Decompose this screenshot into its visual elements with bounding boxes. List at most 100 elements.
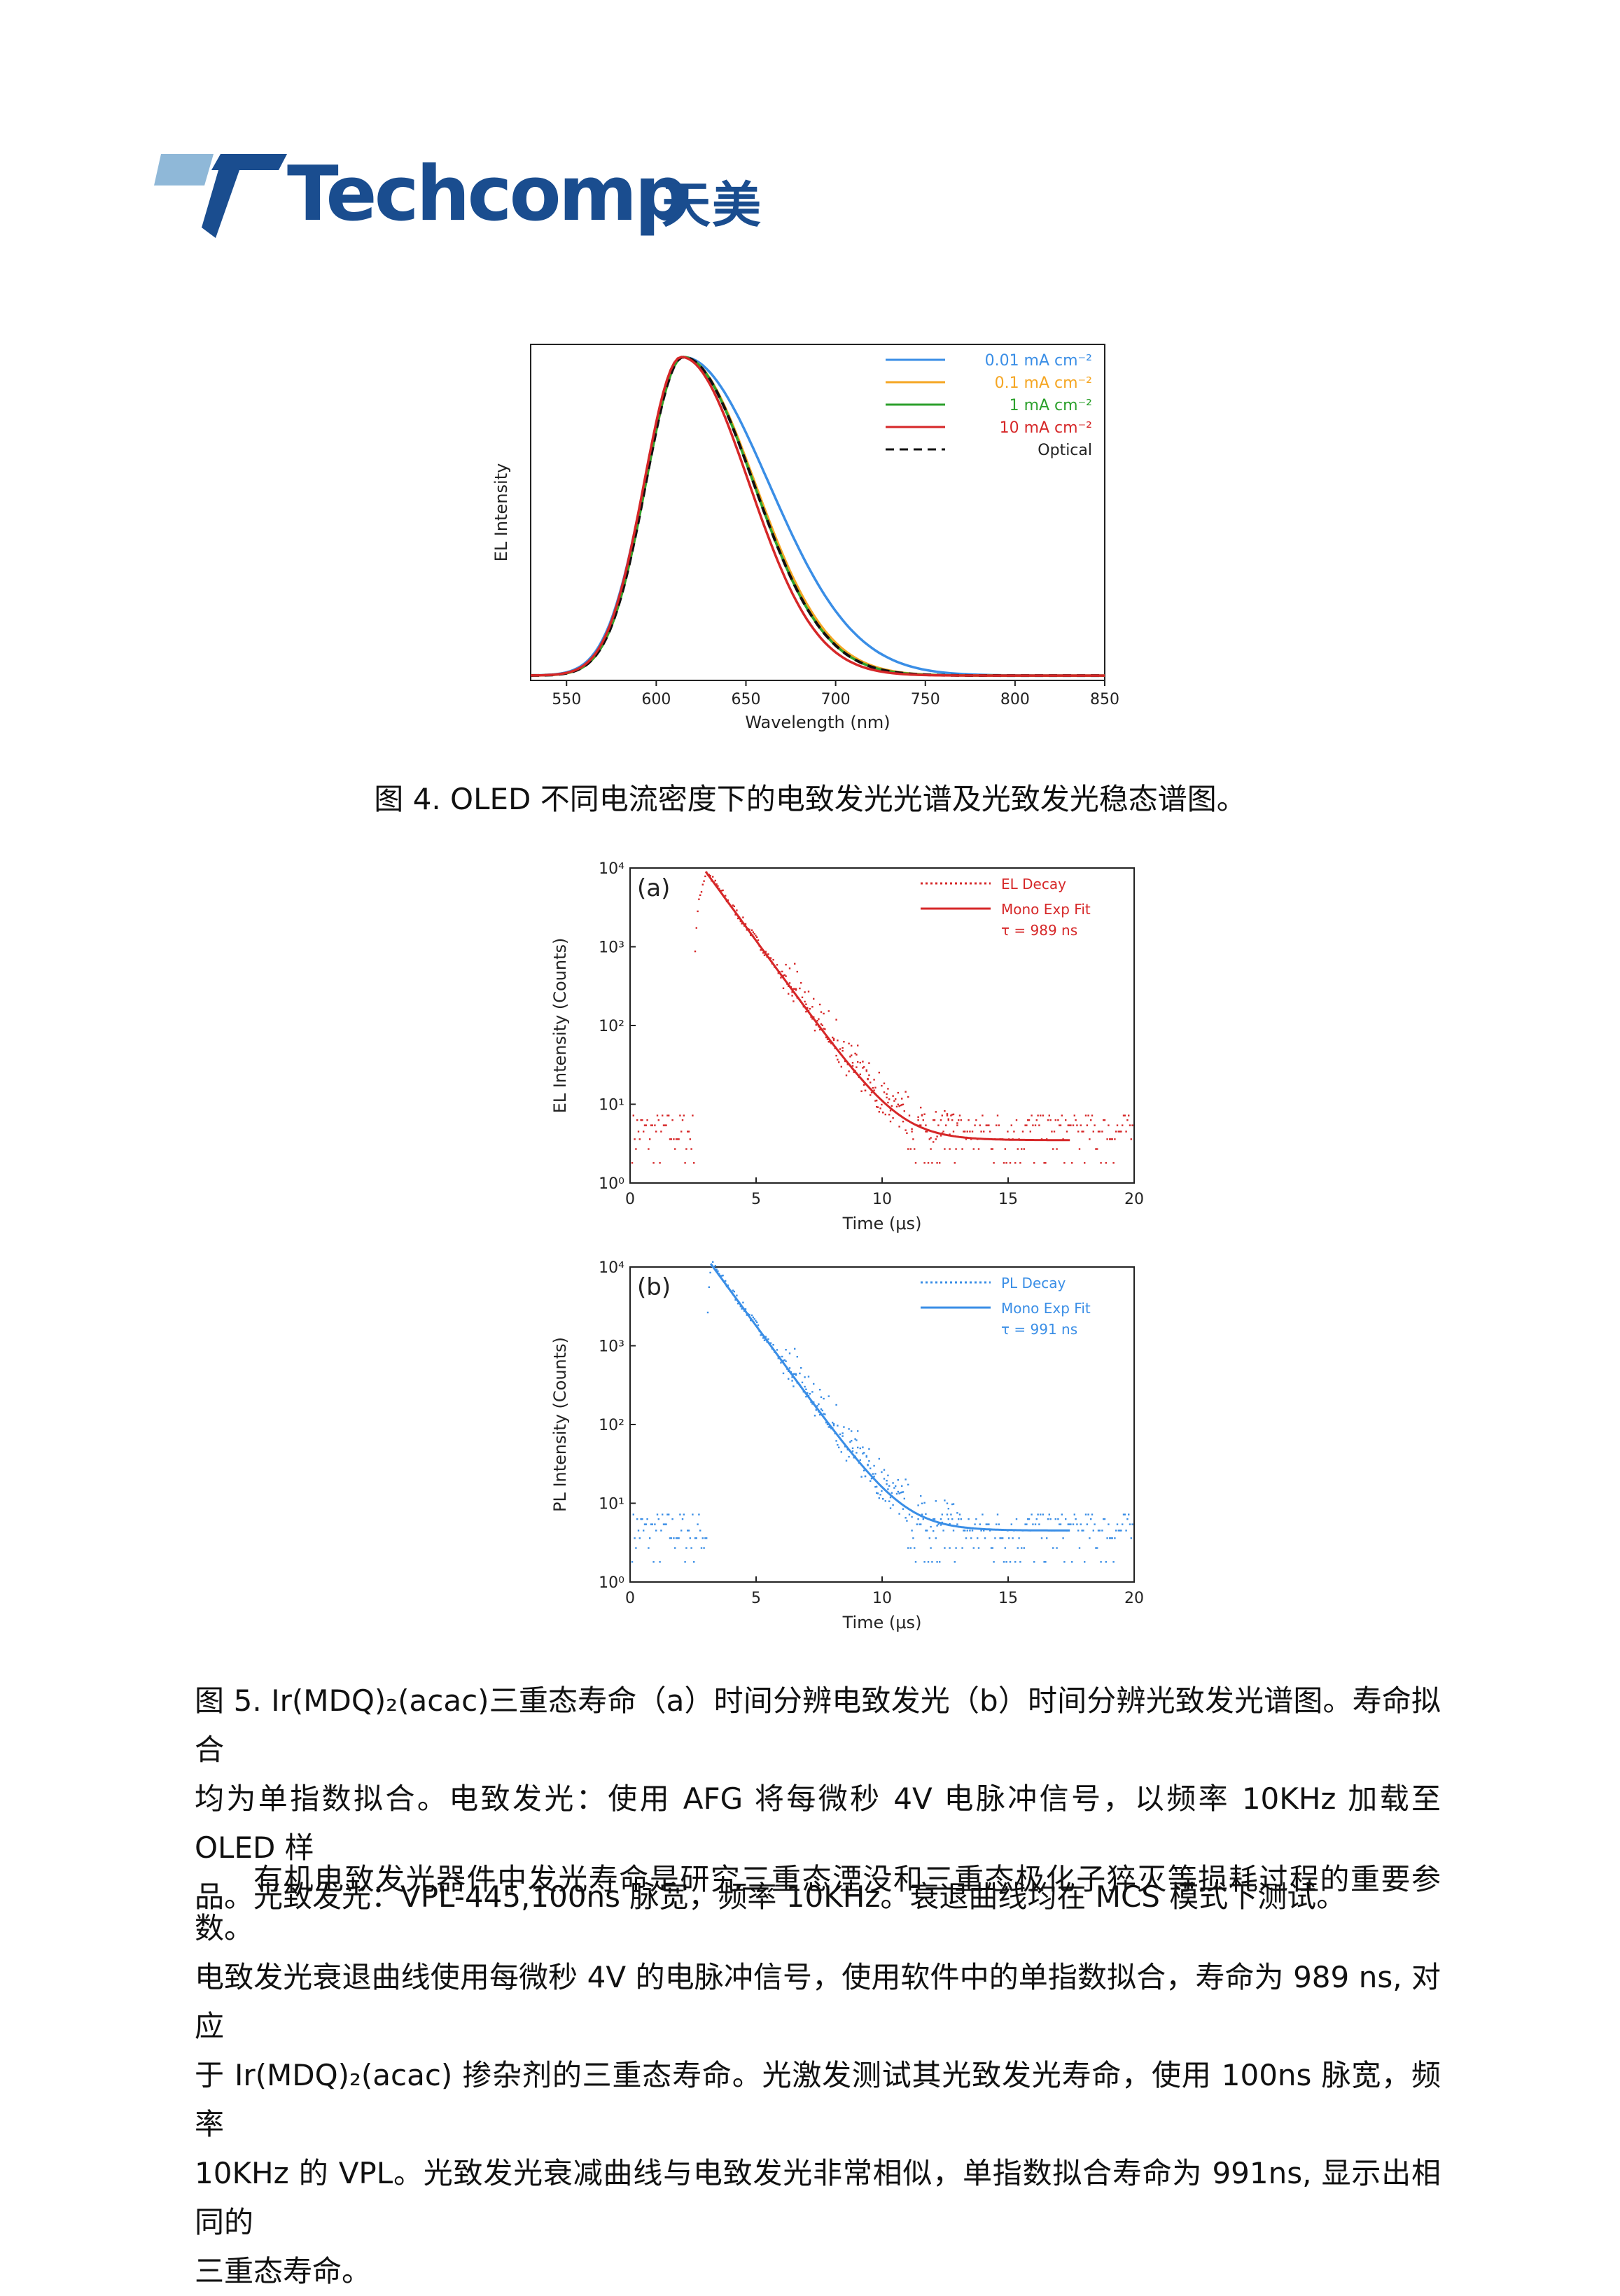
data-point [1029,1130,1031,1133]
data-point [649,1138,651,1140]
data-point [991,1547,993,1549]
data-point [1043,1561,1045,1563]
data-point [889,1120,892,1123]
data-point [783,1359,785,1362]
data-point [935,1537,937,1539]
y-tick-label: 10⁴ [599,861,624,878]
data-point [1103,1119,1106,1121]
data-point [851,1054,853,1056]
data-point [776,964,778,966]
data-point [1004,1148,1006,1150]
data-point [698,898,700,900]
data-point [946,1113,949,1115]
data-point [1084,1561,1086,1563]
data-point [1126,1119,1129,1121]
data-point [1130,1138,1132,1140]
data-point [882,1111,884,1114]
data-point [680,1530,683,1532]
data-point [652,1162,655,1164]
data-point [1062,1537,1064,1539]
data-point [741,923,743,925]
legend-entry: 0.1 mA cm⁻² [995,374,1092,392]
data-point [1096,1148,1098,1150]
data-point [887,1088,889,1090]
data-point [889,1110,892,1112]
data-point [940,1518,942,1520]
data-point [685,1148,687,1150]
data-point [815,1024,817,1026]
data-point [828,1426,830,1428]
data-point [1092,1130,1094,1133]
data-point [742,916,744,918]
data-point [874,1100,877,1102]
data-point [977,1537,979,1539]
data-point [964,1130,966,1133]
data-point [1068,1124,1070,1126]
data-point [1054,1119,1056,1121]
data-point [832,1422,834,1424]
data-point [905,1129,907,1131]
data-point [842,1432,844,1434]
data-point [876,1106,878,1108]
data-point [935,1111,937,1113]
data-point [845,1460,848,1462]
data-point [1065,1518,1067,1520]
data-point [1081,1130,1083,1133]
data-point [1131,1523,1133,1525]
data-point [983,1530,985,1532]
data-point [805,1003,807,1005]
data-point [832,1423,835,1425]
data-point [969,1530,971,1532]
data-point [882,1497,884,1500]
data-point [996,1523,998,1525]
x-tick-label: 700 [821,691,851,708]
data-point [654,1523,656,1525]
data-point [876,1485,878,1488]
data-point [1087,1513,1089,1516]
data-point [989,1130,991,1133]
data-point [998,1124,1000,1126]
data-point [1008,1537,1010,1539]
data-point [693,1561,695,1563]
data-point [666,1513,669,1516]
data-point [1051,1130,1053,1133]
data-point [879,1494,881,1496]
data-point [863,1066,865,1068]
data-point [971,1530,974,1532]
data-point [772,958,774,961]
data-point [982,1513,984,1516]
data-point [675,1138,678,1140]
data-point [727,1284,729,1287]
data-point [851,1065,854,1067]
data-point [851,1450,854,1452]
lifetime-label: τ = 991 ns [1001,1321,1077,1338]
data-point [640,1518,642,1520]
data-point [947,1119,949,1121]
data-point [636,1518,638,1520]
data-point [878,1072,880,1074]
data-point [946,1513,949,1516]
data-point [792,988,795,990]
data-point [706,1537,708,1539]
data-point [919,1124,921,1126]
data-point [764,1336,767,1338]
data-point [692,1114,694,1116]
data-point [859,1073,861,1075]
data-point [1084,1114,1087,1116]
data-point [864,1089,867,1092]
data-point [1048,1114,1050,1116]
data-point [675,1537,678,1539]
data-point [895,1105,898,1108]
data-point [1059,1124,1062,1126]
data-point [1052,1148,1054,1150]
data-point [856,1439,858,1441]
data-point [1073,1114,1075,1116]
data-point [1046,1537,1048,1539]
data-point [877,1492,879,1494]
data-point [823,1012,825,1015]
data-point [795,1374,797,1376]
data-point [843,1426,845,1428]
data-point [1067,1124,1069,1126]
data-point [755,1320,757,1322]
data-point [1048,1513,1050,1516]
